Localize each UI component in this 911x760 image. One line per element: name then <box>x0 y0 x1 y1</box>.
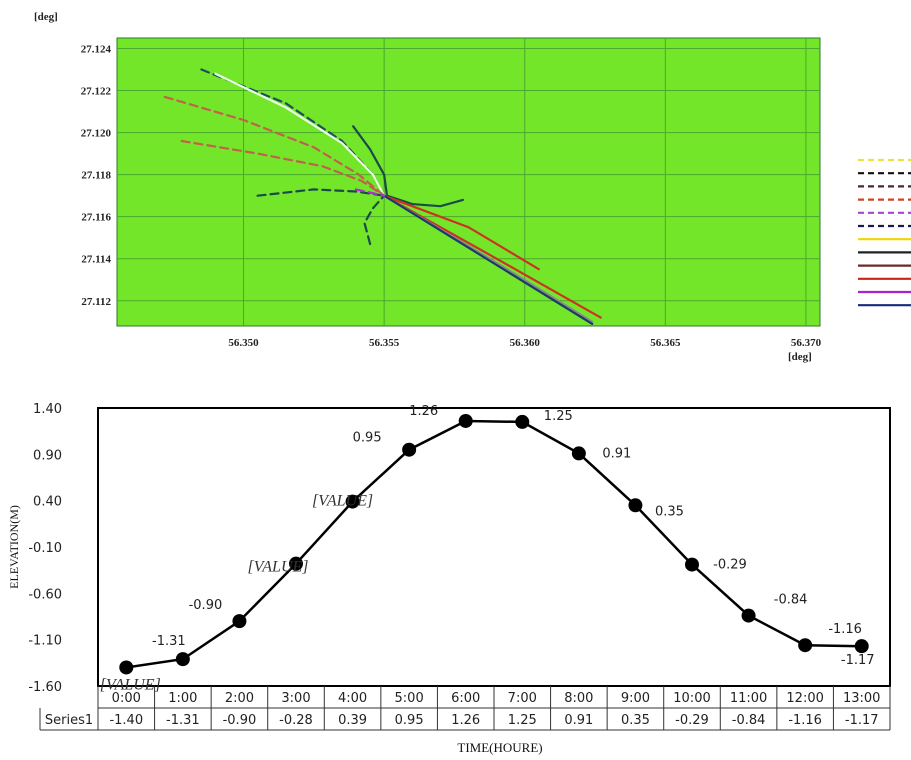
category-label: 13:00 <box>843 691 880 706</box>
data-label: 1.25 <box>544 409 573 424</box>
y-tick-label: 27.118 <box>81 170 111 182</box>
category-label: 0:00 <box>112 691 141 706</box>
table-value-cell: -0.28 <box>279 713 313 728</box>
y-tick-label: -0.10 <box>28 541 62 556</box>
table-value-cell: 0.91 <box>564 713 593 728</box>
y-axis-title: ELEVATION(M) <box>7 505 21 589</box>
table-value-cell: 1.25 <box>508 713 537 728</box>
category-label: 12:00 <box>786 691 823 706</box>
data-point <box>345 494 360 509</box>
table-value-cell: -1.40 <box>109 713 143 728</box>
category-label: 5:00 <box>395 691 424 706</box>
series-name-cell: Series1 <box>45 713 93 728</box>
y-tick-label: 27.116 <box>81 212 111 224</box>
data-label: -1.31 <box>152 634 186 649</box>
y-tick-label: 0.90 <box>33 448 62 463</box>
elevation-line <box>126 419 862 669</box>
data-point <box>571 446 586 461</box>
data-label: [VALUE] <box>100 676 161 693</box>
category-label: 6:00 <box>451 691 480 706</box>
table-value-cell: -0.84 <box>732 713 766 728</box>
data-label: 0.95 <box>353 431 382 446</box>
table-value-cell: 0.95 <box>395 713 424 728</box>
y-tick-label: -1.60 <box>28 680 62 695</box>
trajectory-series-8 <box>383 194 540 271</box>
data-point <box>119 660 134 675</box>
data-point <box>175 652 190 667</box>
trajectory-chart: 56.350 56.355 56.360 56.365 56.370 27.124 27.1… <box>34 11 911 363</box>
y-tick-label: 27.112 <box>81 296 111 308</box>
category-label: 4:00 <box>338 691 367 706</box>
data-point <box>232 614 247 629</box>
category-label: 1:00 <box>168 691 197 706</box>
y-tick-label: 0.40 <box>33 495 62 510</box>
trajectory-series-5 <box>363 194 386 246</box>
data-label: 1.26 <box>409 404 438 419</box>
data-label: [VALUE] <box>312 493 373 510</box>
y-tick-label: 27.122 <box>81 86 112 98</box>
x-tick-label: 56.350 <box>228 337 259 349</box>
trajectory-series-1 <box>214 72 386 197</box>
data-point <box>741 608 756 623</box>
data-point <box>402 442 417 457</box>
data-label: 0.91 <box>602 446 631 461</box>
trajectory-series-2 <box>163 95 386 197</box>
table-value-cell: -0.29 <box>675 713 709 728</box>
data-point <box>685 557 699 572</box>
trajectory-series-11 <box>383 194 594 325</box>
table-value-cell: 0.35 <box>621 713 650 728</box>
y-units-label: [deg] <box>34 11 58 23</box>
y-tick-label: 27.124 <box>81 44 112 56</box>
category-label: 9:00 <box>621 691 650 706</box>
y-tick-label: 27.120 <box>81 128 112 140</box>
category-label: 3:00 <box>281 691 310 706</box>
data-point <box>515 414 530 429</box>
category-label: 7:00 <box>508 691 537 706</box>
data-label: -0.90 <box>189 598 223 613</box>
elevation-chart: 1.40 0.90 0.40 -0.10 -0.60 -1.10 -1.60 ELEVATIO… <box>7 402 891 755</box>
plot-area <box>116 37 821 327</box>
data-label: 0.35 <box>655 504 684 519</box>
category-label: 11:00 <box>730 691 767 706</box>
trajectory-series-7 <box>385 194 464 208</box>
y-tick-label: 27.114 <box>81 254 111 266</box>
table-value-cell: -1.16 <box>788 713 822 728</box>
y-tick-label: 1.40 <box>33 402 62 417</box>
table-value-cell: 1.26 <box>451 713 480 728</box>
data-label: -1.16 <box>828 622 862 637</box>
table-value-cell: -1.17 <box>845 713 879 728</box>
x-tick-label: 56.370 <box>791 337 822 349</box>
category-label: 2:00 <box>225 691 254 706</box>
plot-area <box>97 407 891 687</box>
trajectory-series-12 <box>354 188 386 197</box>
table-value-cell: -0.90 <box>223 713 257 728</box>
trajectory-series-3 <box>180 139 386 197</box>
y-tick-label: -0.60 <box>28 587 62 602</box>
x-tick-label: 56.365 <box>650 337 681 349</box>
y-tick-label: -1.10 <box>28 634 62 649</box>
data-point <box>798 638 813 653</box>
data-point <box>628 498 643 513</box>
x-units-label: [deg] <box>788 351 812 363</box>
data-label: -0.29 <box>713 558 747 573</box>
table-value-cell: -1.31 <box>166 713 200 728</box>
trajectory-series-9 <box>383 194 602 319</box>
x-axis-title: TIME(HOURE) <box>457 740 542 755</box>
x-tick-label: 56.355 <box>369 337 400 349</box>
category-label: 8:00 <box>564 691 593 706</box>
data-label: -1.17 <box>841 653 875 668</box>
data-label: [VALUE] <box>247 559 308 576</box>
data-point <box>289 556 303 571</box>
category-label: 10:00 <box>673 691 710 706</box>
table-value-cell: 0.39 <box>338 713 367 728</box>
trajectory-series-6 <box>352 125 389 197</box>
data-point <box>854 639 869 654</box>
data-label: -0.84 <box>774 593 808 608</box>
x-tick-label: 56.360 <box>510 337 541 349</box>
data-point <box>458 413 473 428</box>
